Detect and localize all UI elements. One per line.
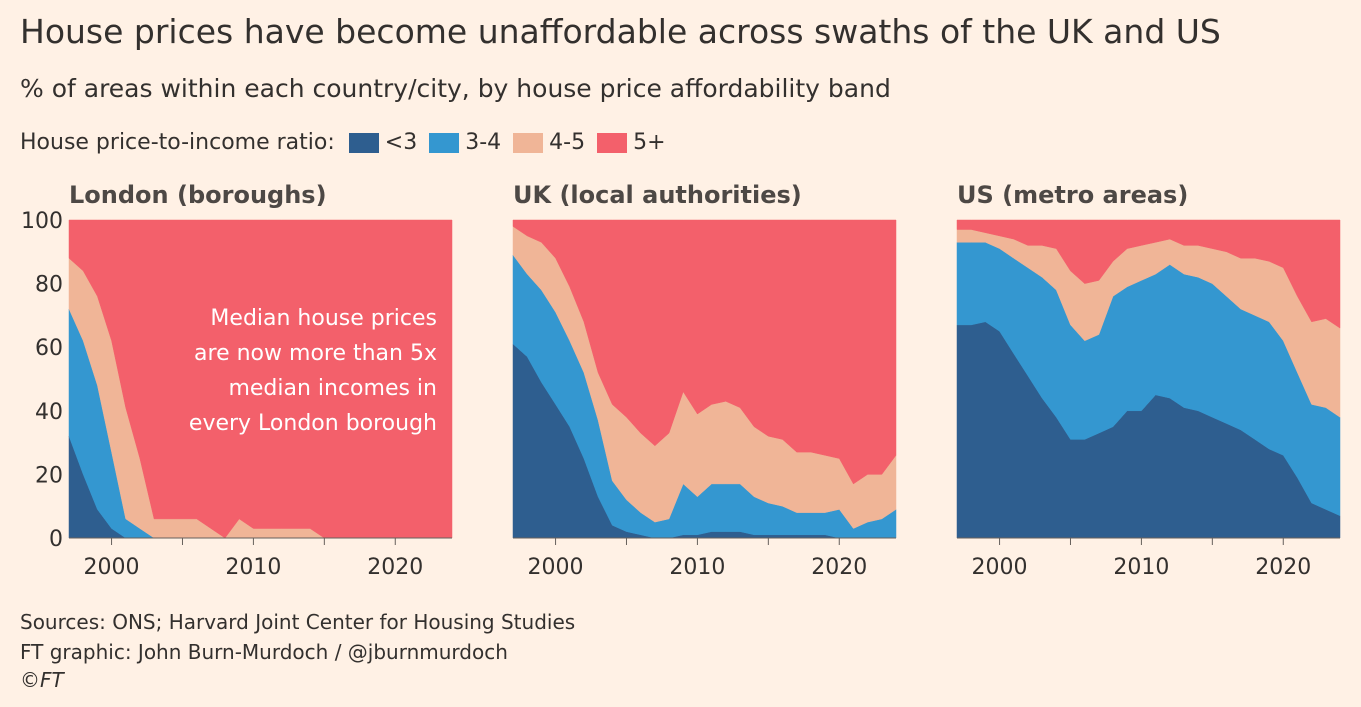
x-tick-label: 2020 [367, 555, 423, 580]
small-multiples-chart: London (boroughs) 2000 2010 2020 0 20 40 60 80 10… [21, 181, 1341, 580]
footer-copyright: ©FT [20, 668, 64, 692]
area-5plus [512, 219, 897, 485]
y-tick-label: 80 [35, 273, 63, 298]
legend-text-5plus: 5+ [633, 130, 666, 155]
legend-item-5plus: 5+ [597, 130, 666, 155]
panel-title: US (metro areas) [957, 181, 1188, 209]
x-tick-label: 2020 [1255, 555, 1311, 580]
y-tick-label: 100 [21, 209, 63, 234]
x-tick-label: 2000 [972, 555, 1028, 580]
legend-text-3-4: 3-4 [465, 130, 502, 155]
annotation-line: median incomes in [228, 376, 437, 401]
legend-swatch-3-4 [429, 132, 460, 153]
legend-text-lt3: <3 [384, 130, 418, 155]
legend-item-3-4: 3-4 [429, 130, 501, 155]
footer-sources: Sources: ONS; Harvard Joint Center for H… [20, 610, 576, 634]
chart-title: House prices have become unaffordable ac… [20, 12, 1221, 51]
panel-1: London (boroughs) 2000 2010 2020 0 20 40 60 80 10… [21, 181, 453, 580]
panel-2: UK (local authorities) 2000 2010 2020 [512, 181, 897, 580]
y-tick-label: 60 [35, 336, 63, 361]
panel-title: London (boroughs) [69, 181, 327, 209]
legend-item-lt3: <3 [348, 130, 418, 155]
area-5plus [956, 219, 1341, 329]
x-tick-label: 2010 [225, 555, 281, 580]
legend-item-4-5: 4-5 [513, 130, 585, 155]
legend-swatch-4-5 [513, 132, 544, 153]
legend: House price-to-income ratio: <3 3-4 4-5 … [20, 130, 678, 155]
x-tick-label: 2020 [811, 555, 867, 580]
y-tick-label: 0 [49, 527, 63, 552]
annotation-line: Median house prices [210, 306, 437, 331]
legend-label: House price-to-income ratio: [20, 130, 335, 155]
footer-graphic-credit: FT graphic: John Burn-Murdoch / @jburnmu… [20, 640, 508, 664]
panel-title: UK (local authorities) [513, 181, 802, 209]
legend-swatch-5plus [597, 132, 628, 153]
legend-text-4-5: 4-5 [549, 130, 586, 155]
panel-3: US (metro areas) 2000 2010 2020 [956, 181, 1341, 580]
annotation-line: are now more than 5x [194, 341, 437, 366]
y-tick-label: 40 [35, 400, 63, 425]
annotation-line: every London borough [189, 411, 437, 436]
x-tick-label: 2000 [528, 555, 584, 580]
y-tick-label: 20 [35, 463, 63, 488]
x-tick-label: 2000 [84, 555, 140, 580]
x-tick-label: 2010 [1113, 555, 1169, 580]
x-tick-label: 2010 [669, 555, 725, 580]
chart-subtitle: % of areas within each country/city, by … [20, 74, 891, 103]
legend-swatch-lt3 [348, 132, 379, 153]
